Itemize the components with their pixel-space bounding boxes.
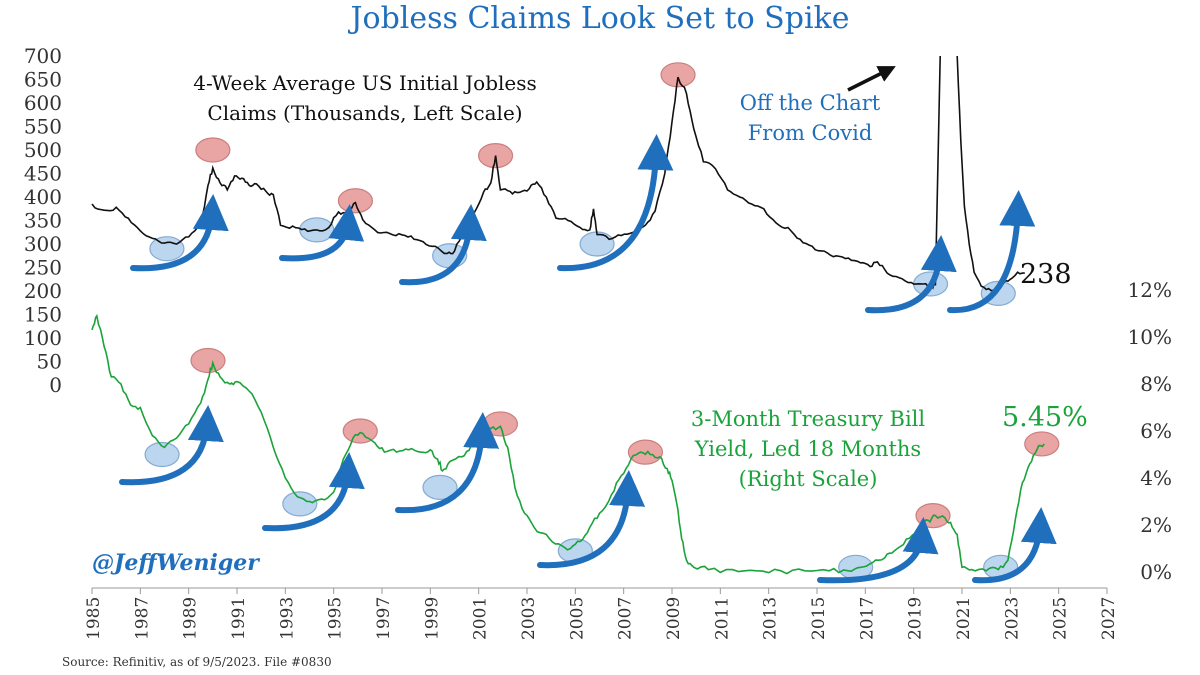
x-tick-label: 2013	[761, 597, 781, 640]
covid-pointer-arrow	[847, 66, 896, 92]
left-tick-label: 50	[37, 350, 62, 374]
chart-title: Jobless Claims Look Set to Spike	[348, 1, 850, 36]
x-tick-label: 2009	[664, 597, 684, 640]
trough-marker	[422, 474, 458, 500]
right-tick-label: 10%	[1128, 325, 1172, 349]
left-tick-label: 500	[24, 138, 62, 162]
right-tick-label: 8%	[1140, 372, 1172, 396]
arrows	[119, 66, 1057, 584]
x-tick-label: 1991	[229, 597, 249, 640]
peak-marker	[190, 347, 226, 374]
x-tick-label: 1989	[181, 597, 201, 640]
x-tick-label: 2027	[1099, 597, 1119, 640]
curved-arrow	[279, 204, 365, 262]
source-note: Source: Refinitiv, as of 9/5/2023. File …	[62, 655, 332, 669]
left-tick-label: 650	[24, 68, 62, 92]
left-tick-label: 250	[24, 256, 62, 280]
bill-latest-value: 5.45%	[1002, 402, 1088, 433]
claims-series-label-line1: 4-Week Average US Initial Jobless	[193, 71, 537, 95]
right-tick-label: 4%	[1140, 466, 1172, 490]
x-tick-label: 2003	[519, 597, 539, 640]
bill-series-label-line2: Yield, Led 18 Months	[694, 437, 921, 461]
left-tick-label: 600	[24, 91, 62, 115]
x-tick-label: 1987	[132, 597, 152, 640]
x-axis: 1985 1987 1989 1991 1993 1995 1997 1999 2001 2003…	[84, 587, 1119, 640]
curved-arrow	[537, 470, 646, 569]
peak-marker	[342, 418, 378, 444]
right-tick-label: 0%	[1140, 560, 1172, 584]
left-tick-label: 450	[24, 162, 62, 186]
right-tick-label: 6%	[1140, 419, 1172, 443]
x-tick-label: 1985	[84, 597, 104, 640]
bill-series-label-line3: (Right Scale)	[739, 467, 878, 491]
left-tick-label: 550	[24, 115, 62, 139]
right-axis: 0% 2% 4% 6% 8% 10% 12%	[1128, 278, 1172, 584]
x-tick-label: 1997	[374, 597, 394, 640]
left-tick-label: 400	[24, 185, 62, 209]
claims-series-label-line2: Claims (Thousands, Left Scale)	[207, 101, 522, 125]
curved-arrow	[947, 190, 1036, 314]
left-tick-label: 700	[24, 44, 62, 68]
trough-marker	[144, 441, 180, 468]
peak-marker	[337, 188, 374, 214]
left-tick-label: 350	[24, 209, 62, 233]
author-handle: @JeffWeniger	[92, 550, 260, 576]
curved-arrow	[395, 412, 500, 514]
x-tick-label: 2005	[567, 597, 587, 640]
left-tick-label: 200	[24, 279, 62, 303]
bill-series-label-line1: 3-Month Treasury Bill	[691, 407, 926, 431]
covid-note-line1: Off the Chart	[740, 91, 881, 115]
x-tick-label: 2025	[1051, 597, 1071, 640]
x-tick-label: 2011	[712, 597, 732, 640]
claims-post-covid-line	[956, 55, 1025, 292]
curved-arrow	[130, 194, 229, 272]
covid-note-line2: From Covid	[748, 121, 873, 145]
curved-arrow	[262, 452, 365, 532]
x-tick-label: 2001	[471, 597, 491, 640]
markers	[144, 62, 1060, 580]
peak-marker	[1024, 431, 1060, 457]
left-axis: 0501001502002503003504004505005506006507…	[24, 44, 62, 397]
peak-marker	[627, 439, 664, 465]
x-tick-label: 2023	[1002, 597, 1022, 640]
curved-arrow	[865, 235, 957, 314]
curved-arrow	[557, 134, 674, 272]
claims-latest-value: 238	[1020, 259, 1072, 290]
x-tick-label: 1995	[326, 597, 346, 640]
peak-marker	[195, 137, 231, 163]
x-tick-label: 2017	[857, 597, 877, 640]
curved-arrow	[972, 507, 1057, 584]
left-tick-label: 150	[24, 303, 62, 327]
curved-arrow	[119, 405, 224, 486]
trough-marker	[579, 231, 615, 257]
peak-marker	[482, 411, 519, 437]
x-tick-label: 2007	[616, 597, 636, 640]
x-tick-label: 2019	[906, 597, 926, 640]
left-tick-label: 300	[24, 232, 62, 256]
trough-marker	[149, 236, 185, 262]
x-tick-label: 1993	[277, 597, 297, 640]
claims-line	[91, 76, 937, 290]
curved-arrow	[399, 204, 487, 286]
right-tick-label: 2%	[1140, 513, 1172, 537]
x-tick-label: 2021	[954, 597, 974, 640]
trough-marker	[282, 491, 318, 517]
left-tick-label: 100	[24, 326, 62, 350]
curved-arrow	[817, 517, 939, 584]
peak-marker	[660, 62, 696, 88]
x-tick-label: 1999	[422, 597, 442, 640]
series-lines	[91, 55, 1045, 575]
x-tick-label: 2015	[809, 597, 829, 640]
right-tick-label: 12%	[1128, 278, 1172, 302]
left-tick-label: 0	[49, 373, 62, 397]
